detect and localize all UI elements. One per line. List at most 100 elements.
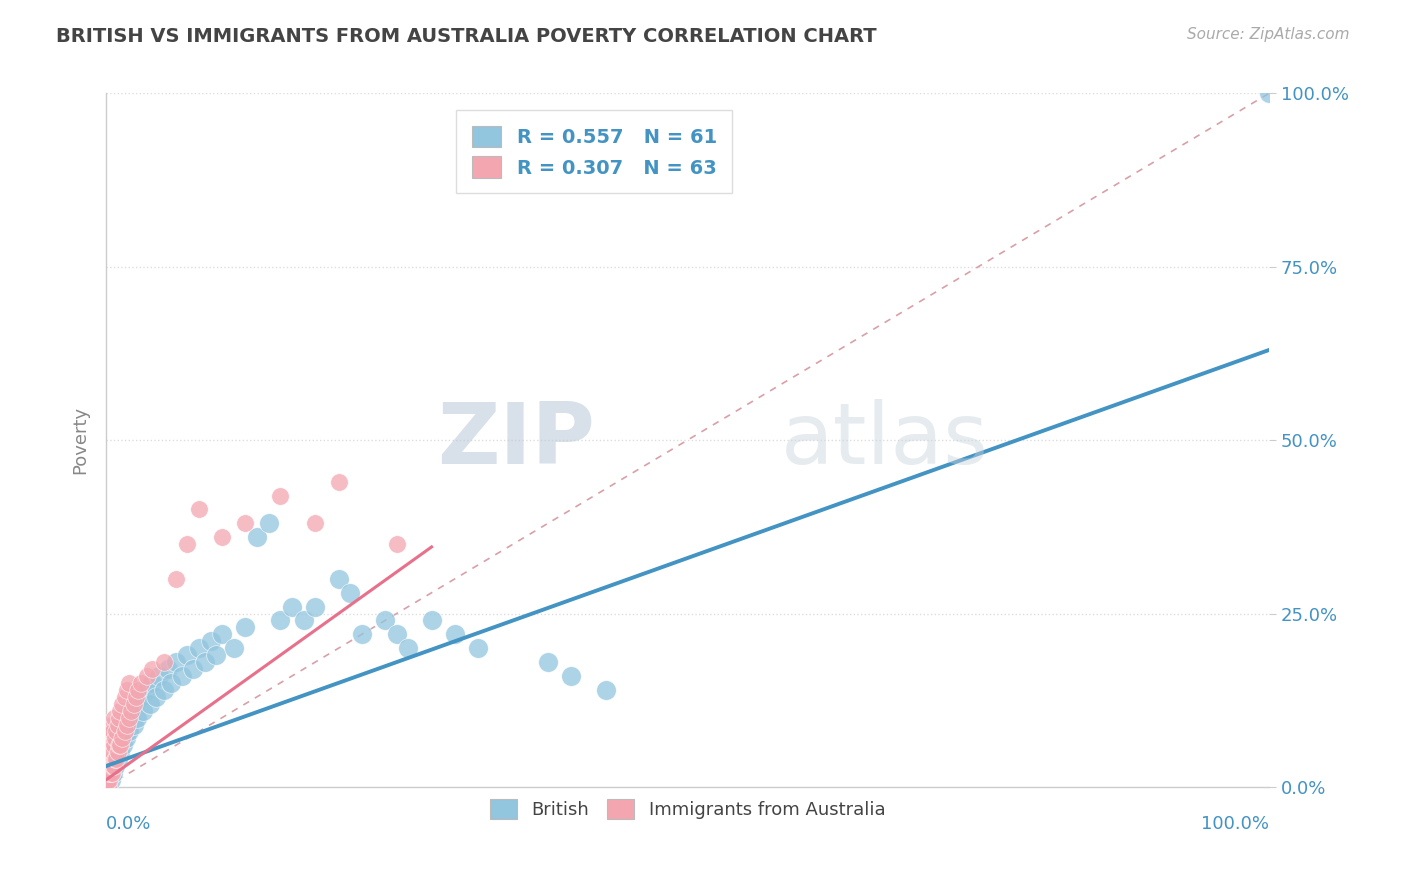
Point <box>114 731 136 746</box>
Point <box>114 724 136 739</box>
Point <box>1258 87 1281 101</box>
Point <box>100 752 122 766</box>
Point <box>96 759 118 773</box>
Point <box>111 731 134 746</box>
Point <box>328 475 350 489</box>
Point <box>188 502 211 516</box>
Point <box>141 676 163 690</box>
Point <box>443 627 465 641</box>
Point <box>560 669 582 683</box>
Point <box>200 634 222 648</box>
Point <box>165 572 187 586</box>
Point <box>304 516 326 531</box>
Point <box>124 697 146 711</box>
Point <box>107 731 129 746</box>
Point <box>121 704 143 718</box>
Point <box>222 641 245 656</box>
Point <box>156 662 179 676</box>
Point <box>115 682 138 697</box>
Point <box>107 745 129 759</box>
Point <box>125 690 148 704</box>
Point <box>127 710 149 724</box>
Point <box>104 752 127 766</box>
Point <box>98 759 121 773</box>
Point <box>420 614 443 628</box>
Point <box>100 717 122 731</box>
Point <box>374 614 396 628</box>
Point <box>396 641 419 656</box>
Point <box>100 752 122 766</box>
Point <box>132 704 155 718</box>
Point <box>595 682 617 697</box>
Point <box>98 772 121 787</box>
Point <box>100 745 122 759</box>
Point <box>98 731 121 746</box>
Point <box>129 690 152 704</box>
Point <box>165 655 187 669</box>
Point <box>235 516 257 531</box>
Point <box>188 641 211 656</box>
Text: Source: ZipAtlas.com: Source: ZipAtlas.com <box>1187 27 1350 42</box>
Point <box>281 599 304 614</box>
Text: 0.0%: 0.0% <box>105 814 152 832</box>
Point <box>170 669 193 683</box>
Point <box>107 710 129 724</box>
Point <box>211 627 233 641</box>
Point <box>205 648 228 662</box>
Point <box>112 739 135 753</box>
Point <box>181 662 204 676</box>
Point <box>100 766 122 780</box>
Point <box>537 655 560 669</box>
Point <box>97 772 120 787</box>
Text: atlas: atlas <box>780 399 988 482</box>
Point <box>118 710 141 724</box>
Point <box>350 627 373 641</box>
Point <box>105 739 128 753</box>
Point <box>139 697 162 711</box>
Point <box>100 766 122 780</box>
Point <box>107 739 129 753</box>
Point <box>135 669 157 683</box>
Point <box>304 599 326 614</box>
Point <box>100 724 122 739</box>
Point <box>101 759 124 773</box>
Point <box>103 739 125 753</box>
Point <box>97 780 120 794</box>
Point <box>101 745 124 759</box>
Point <box>101 766 124 780</box>
Text: BRITISH VS IMMIGRANTS FROM AUSTRALIA POVERTY CORRELATION CHART: BRITISH VS IMMIGRANTS FROM AUSTRALIA POV… <box>56 27 877 45</box>
Point <box>108 704 131 718</box>
Point <box>108 745 131 759</box>
Point <box>100 759 122 773</box>
Point <box>235 620 257 634</box>
Point <box>176 537 198 551</box>
Point <box>98 766 121 780</box>
Point <box>105 752 128 766</box>
Point <box>269 614 291 628</box>
Point <box>148 669 170 683</box>
Point <box>141 662 163 676</box>
Point <box>194 655 217 669</box>
Point <box>211 530 233 544</box>
Point <box>129 676 152 690</box>
Point <box>98 759 121 773</box>
Point <box>115 717 138 731</box>
Point <box>104 759 127 773</box>
Point <box>114 690 136 704</box>
Point <box>97 739 120 753</box>
Point <box>110 724 132 739</box>
Point <box>97 766 120 780</box>
Y-axis label: Poverty: Poverty <box>72 406 89 475</box>
Point <box>108 739 131 753</box>
Point <box>145 690 167 704</box>
Point <box>101 724 124 739</box>
Legend: British, Immigrants from Australia: British, Immigrants from Australia <box>482 792 893 827</box>
Point <box>103 745 125 759</box>
Text: ZIP: ZIP <box>437 399 595 482</box>
Point <box>121 704 143 718</box>
Point <box>127 682 149 697</box>
Point <box>292 614 315 628</box>
Point <box>103 710 125 724</box>
Point <box>160 676 183 690</box>
Point <box>467 641 489 656</box>
